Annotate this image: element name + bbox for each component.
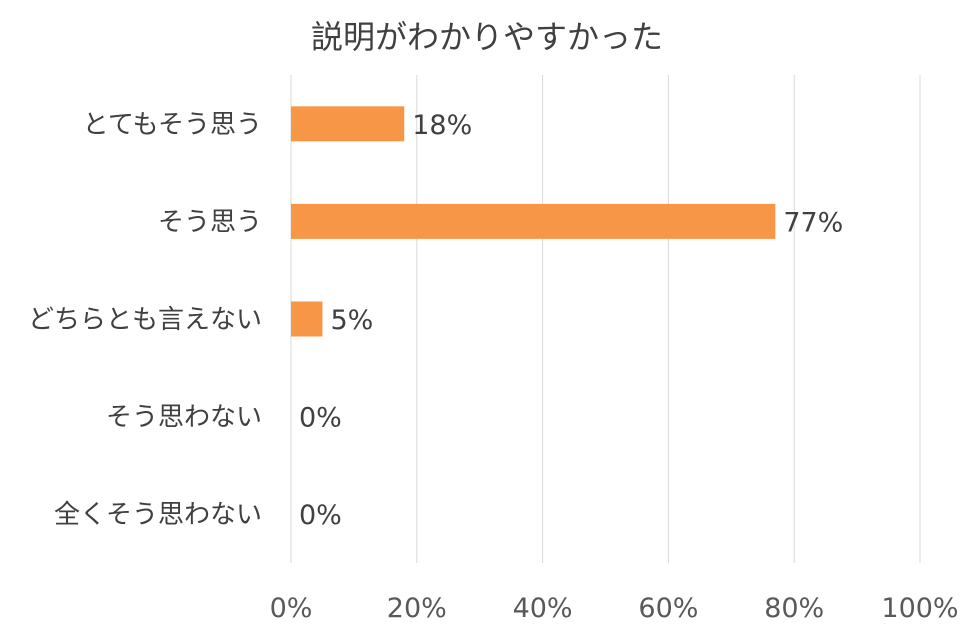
bar-2 [291,203,776,239]
data-label-4: 0% [299,403,342,434]
data-label-3: 5% [330,305,373,336]
data-label-1: 18% [412,110,472,141]
data-label-5: 0% [299,500,342,531]
x-tick-label-20: 20% [387,593,447,624]
bar-3 [291,301,323,337]
x-tick-label-60: 60% [638,593,698,624]
category-label-4: そう思わない [106,403,262,433]
x-tick-label-80: 80% [764,593,824,624]
data-labels: 18% 77% 5% 0% 0% [299,110,843,531]
x-tick-label-0: 0% [270,593,313,624]
category-label-3: どちらとも言えない [28,305,262,335]
chart-title: 説明がわかりやすかった [311,18,663,56]
bar-1 [291,106,405,142]
category-label-2: そう思う [158,207,262,237]
x-axis-tick-labels: 0% 20% 40% 60% 80% 100% [270,593,959,624]
category-label-1: とてもそう思う [83,110,262,140]
category-label-5: 全くそう思わない [54,500,262,530]
x-tick-label-100: 100% [881,593,958,624]
data-label-2: 77% [783,207,843,238]
bars [291,106,776,337]
x-tick-label-40: 40% [513,593,573,624]
gridlines [290,75,921,563]
